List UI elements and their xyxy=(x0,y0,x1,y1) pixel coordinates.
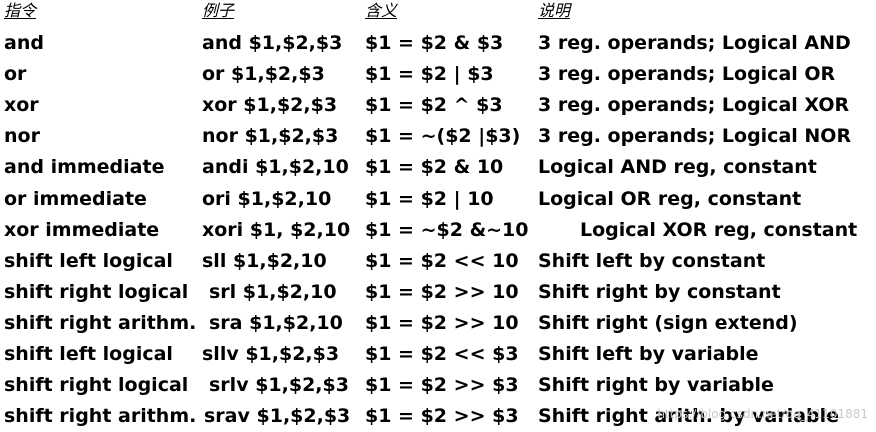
description-cell: 3 reg. operands; Logical NOR xyxy=(538,125,852,147)
instruction-cell: shift left logical xyxy=(4,250,173,272)
meaning-cell: $1 = $2 >> $3 xyxy=(365,405,519,427)
instruction-cell: nor xyxy=(4,125,40,147)
instruction-cell: or xyxy=(4,63,27,85)
instruction-cell: shift left logical xyxy=(4,343,173,365)
description-cell: Logical AND reg, constant xyxy=(538,156,817,178)
example-cell: srl $1,$2,10 xyxy=(209,281,337,303)
description-cell: Shift right (sign extend) xyxy=(538,312,798,334)
table-row: xor xor $1,$2,$3 $1 = $2 ^ $3 3 reg. ope… xyxy=(0,90,876,121)
example-cell: andi $1,$2,10 xyxy=(202,156,349,178)
table-row: and immediate andi $1,$2,10 $1 = $2 & 10… xyxy=(0,152,876,183)
table-row: xor immediate xori $1, $2,10 $1 = ~$2 &~… xyxy=(0,215,876,246)
description-cell: 3 reg. operands; Logical XOR xyxy=(538,94,850,116)
header-example: 例子 xyxy=(202,1,235,20)
instruction-cell: xor immediate xyxy=(4,219,160,241)
description-cell: Logical OR reg, constant xyxy=(538,188,802,210)
example-cell: xori $1, $2,10 xyxy=(202,219,351,241)
instruction-cell: shift right arithm. xyxy=(4,312,197,334)
meaning-cell: $1 = $2 | 10 xyxy=(365,188,494,210)
description-cell: Shift right by variable xyxy=(538,374,774,396)
meaning-cell: $1 = $2 | $3 xyxy=(365,63,494,85)
table-row: shift right logical srl $1,$2,10 $1 = $2… xyxy=(0,277,876,308)
table-row: shift right logical srlv $1,$2,$3 $1 = $… xyxy=(0,370,876,401)
example-cell: sll $1,$2,10 xyxy=(202,250,327,272)
example-cell: srlv $1,$2,$3 xyxy=(209,374,349,396)
instruction-cell: and immediate xyxy=(4,156,165,178)
description-cell: 3 reg. operands; Logical OR xyxy=(538,63,836,85)
example-cell: nor $1,$2,$3 xyxy=(202,125,339,147)
table-row: shift right arithm. srav $1,$2,$3 $1 = $… xyxy=(0,401,876,432)
meaning-cell: $1 = $2 << $3 xyxy=(365,343,519,365)
meaning-cell: $1 = ~($2 |$3) xyxy=(365,125,521,147)
example-cell: sra $1,$2,10 xyxy=(209,312,343,334)
example-cell: and $1,$2,$3 xyxy=(202,32,343,54)
description-cell: Shift right arith. by variable xyxy=(538,405,840,427)
meaning-cell: $1 = $2 & $3 xyxy=(365,32,504,54)
meaning-cell: $1 = $2 >> 10 xyxy=(365,281,519,303)
header-instruction: 指令 xyxy=(4,1,37,20)
example-cell: xor $1,$2,$3 xyxy=(202,94,338,116)
description-cell: Shift right by constant xyxy=(538,281,781,303)
meaning-cell: $1 = $2 & 10 xyxy=(365,156,504,178)
meaning-cell: $1 = $2 >> 10 xyxy=(365,312,519,334)
meaning-cell: $1 = $2 >> $3 xyxy=(365,374,519,396)
example-cell: sllv $1,$2,$3 xyxy=(202,343,340,365)
instruction-cell: shift right logical xyxy=(4,281,189,303)
description-cell: 3 reg. operands; Logical AND xyxy=(538,32,851,54)
watermark: https://blog.csdn.net/qq_41101881 xyxy=(657,407,868,421)
table-row: or immediate ori $1,$2,10 $1 = $2 | 10 L… xyxy=(0,184,876,215)
meaning-cell: $1 = $2 << 10 xyxy=(365,250,519,272)
example-cell: ori $1,$2,10 xyxy=(202,188,332,210)
description-cell: Shift left by variable xyxy=(538,343,759,365)
table-row: shift left logical sllv $1,$2,$3 $1 = $2… xyxy=(0,339,876,370)
meaning-cell: $1 = ~$2 &~10 xyxy=(365,219,529,241)
table-row: shift left logical sll $1,$2,10 $1 = $2 … xyxy=(0,246,876,277)
instruction-cell: shift right logical xyxy=(4,374,189,396)
header-description: 说明 xyxy=(538,1,571,20)
instruction-cell: xor xyxy=(4,94,39,116)
instruction-cell: and xyxy=(4,32,44,54)
example-cell: or $1,$2,$3 xyxy=(202,63,325,85)
table-header: 指令 例子 含义 说明 xyxy=(0,0,876,24)
description-cell: Shift left by constant xyxy=(538,250,766,272)
header-meaning: 含义 xyxy=(365,1,398,20)
instruction-cell: or immediate xyxy=(4,188,147,210)
meaning-cell: $1 = $2 ^ $3 xyxy=(365,94,503,116)
table-row: shift right arithm. sra $1,$2,10 $1 = $2… xyxy=(0,308,876,339)
example-cell: srav $1,$2,$3 xyxy=(204,405,351,427)
table-row: or or $1,$2,$3 $1 = $2 | $3 3 reg. opera… xyxy=(0,59,876,90)
table-row: nor nor $1,$2,$3 $1 = ~($2 |$3) 3 reg. o… xyxy=(0,121,876,152)
description-cell: Logical XOR reg, constant xyxy=(580,219,858,241)
table-row: and and $1,$2,$3 $1 = $2 & $3 3 reg. ope… xyxy=(0,28,876,59)
instruction-cell: shift right arithm. xyxy=(4,405,197,427)
